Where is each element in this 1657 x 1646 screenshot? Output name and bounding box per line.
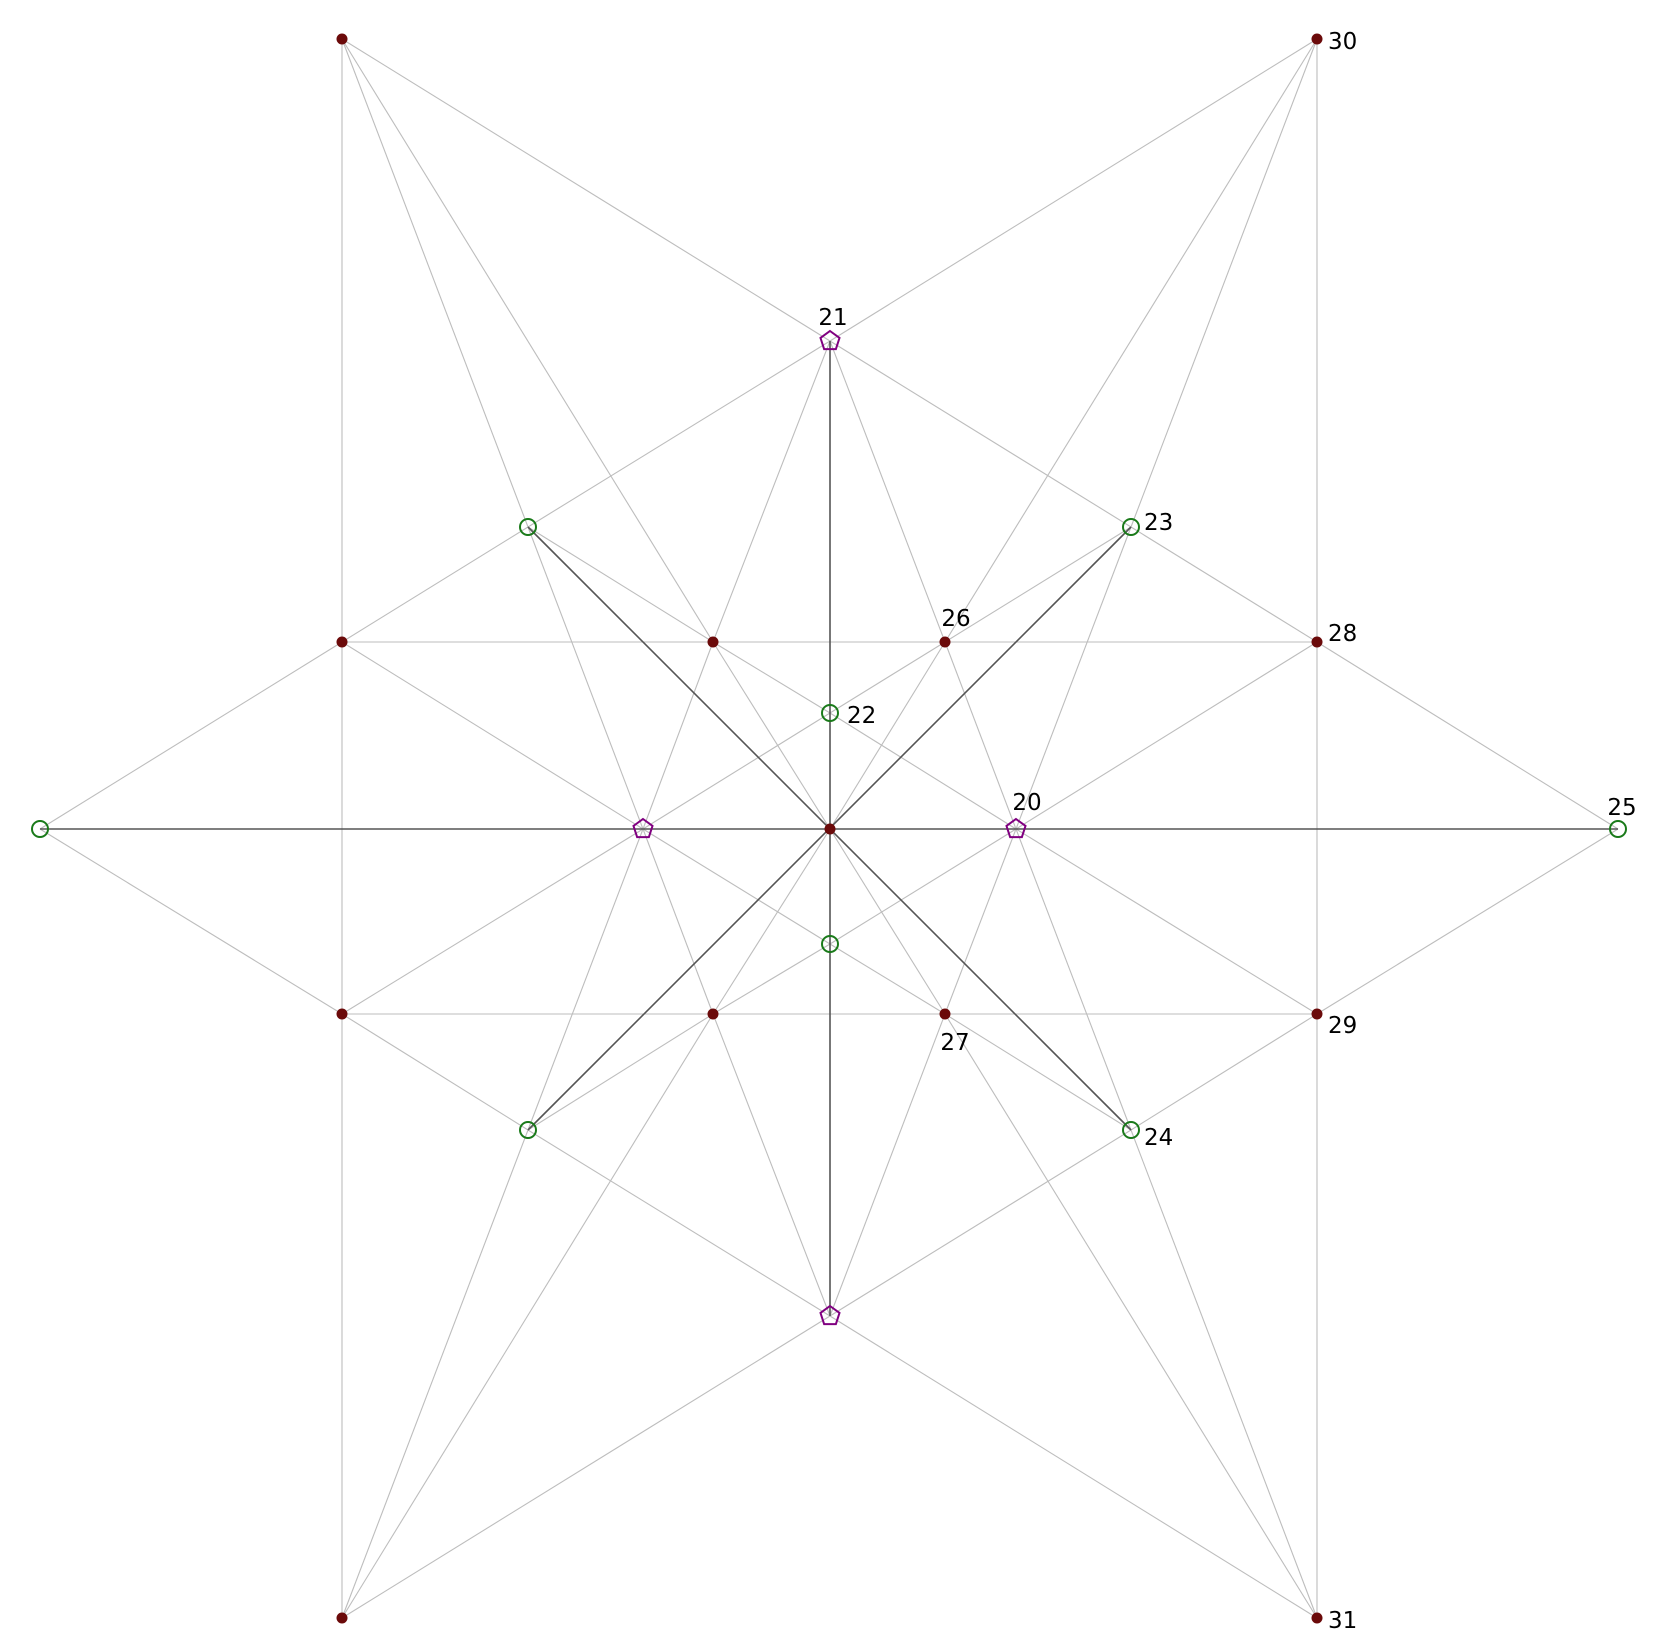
light-edge-p21-g23 [829,340,1132,528]
node-filled-dot-r30 [1311,33,1323,45]
light-edge-p21-r30 [829,38,1318,342]
node-filled-dot-rBL [336,1612,348,1624]
node-hollow-circle-gL [31,820,49,838]
light-edge-r26-p21 [829,340,946,643]
light-edge-gL-rMLb [39,828,343,1015]
light-edge-c-r27 [829,828,946,1015]
light-edge-gL-rML [39,641,343,830]
node-hollow-circle-gTL [519,518,537,536]
light-edge-g23-r28 [1130,526,1318,643]
light-edge-gBL-rILb [527,1013,714,1131]
light-edge-g22-rIL [712,641,831,714]
node-filled-dot-rIL [707,636,719,648]
light-edge-pB-r31 [829,1315,1318,1619]
light-edge-c-r26 [829,641,946,830]
light-edge-g23-r30 [1130,38,1318,528]
light-edge-r27-p20 [944,828,1017,1015]
light-edge-p21-gTL [527,340,831,528]
light-edge-pB-rBL [341,1315,831,1619]
node-hollow-circle-g24 [1122,1121,1140,1139]
light-edge-c-rIL [712,641,831,830]
node-filled-dot-rILb [707,1008,719,1020]
light-edge-g23-p20 [1015,526,1132,830]
node-filled-dot-r27 [939,1008,951,1020]
light-edge-gD-pL [642,828,831,945]
light-edge-r26-r30 [944,38,1318,643]
light-edge-g23-r26 [944,526,1132,643]
node-hollow-pentagon-pL [632,817,654,839]
light-edge-pL-rMLb [341,828,644,1015]
light-edge-gTL-rIL [527,526,714,643]
node-hollow-circle-gD [821,935,839,953]
node-filled-dot-r26 [939,636,951,648]
light-edge-gTL-pL [527,526,644,830]
light-edge-layer [39,38,1619,1619]
node-filled-dot-r31 [1311,1612,1323,1624]
light-edge-rIL-p21 [712,340,831,643]
node-filled-dot-rTL [336,33,348,45]
light-edge-g25-r29 [1316,828,1619,1015]
light-edge-g22-pL [642,712,831,830]
node-label-28: 28 [1328,621,1357,647]
node-filled-dot-r28 [1311,636,1323,648]
light-edge-gTL-rTL [341,38,529,528]
light-edge-rILb-pB [712,1013,831,1317]
light-edge-p20-r28 [1015,641,1318,830]
light-edge-gBL-rBL [341,1129,529,1619]
node-hollow-circle-g23 [1122,518,1140,536]
light-edge-pB-g24 [829,1129,1132,1317]
light-edge-gTL-rML [341,526,529,643]
node-hollow-pentagon-pB [819,1304,841,1326]
light-edge-p21-rTL [341,38,831,342]
node-hollow-pentagon-p21 [819,329,841,351]
light-edge-g24-r27 [944,1013,1132,1131]
node-label-26: 26 [941,606,970,632]
light-edge-rIL-pL [642,641,714,830]
light-edge-g25-r28 [1316,641,1619,830]
light-edge-p20-r29 [1015,828,1318,1015]
light-edge-g22-r26 [829,641,946,714]
node-filled-dot-rML [336,636,348,648]
node-label-23: 23 [1144,510,1173,536]
light-edge-rILb-rBL [341,1013,714,1619]
node-label-20: 20 [1012,790,1041,816]
label-layer: 20 21 22 23 24 25 26 27 28 29 30 31 [818,29,1636,1634]
light-edge-rIL-rTL [341,38,714,643]
light-edge-g24-r29 [1130,1013,1318,1131]
light-edge-g24-r31 [1130,1129,1318,1619]
node-label-27: 27 [940,1030,969,1056]
light-edge-pL-rML [341,641,644,830]
light-edge-gD-r27 [829,943,946,1015]
node-label-31: 31 [1328,1608,1357,1634]
light-edge-r27-pB [829,1013,946,1317]
light-edge-r26-p20 [944,641,1017,830]
node-label-30: 30 [1328,29,1357,55]
node-label-21: 21 [818,305,847,331]
light-edge-gD-rILb [712,943,831,1015]
node-label-22: 22 [847,703,876,729]
node-label-24: 24 [1144,1125,1173,1151]
light-edge-gD-p20 [829,828,1017,945]
light-edge-g22-p20 [829,712,1017,830]
light-edge-rILb-pL [642,828,714,1015]
light-edge-gBL-pL [527,828,644,1131]
node-hollow-circle-g22 [821,704,839,722]
node-filled-dot-c [824,823,836,835]
node-layer [31,33,1627,1624]
node-hollow-circle-g25 [1609,820,1627,838]
node-hollow-circle-gBL [519,1121,537,1139]
light-edge-gBL-rMLb [341,1013,529,1131]
node-label-29: 29 [1328,1013,1357,1039]
light-edge-c-rILb [712,828,831,1015]
node-filled-dot-rMLb [336,1008,348,1020]
light-edge-r27-r31 [944,1013,1318,1619]
node-filled-dot-r29 [1311,1008,1323,1020]
light-edge-g24-p20 [1015,828,1132,1131]
light-edge-pB-gBL [527,1129,831,1317]
node-hollow-pentagon-p20 [1005,817,1027,839]
node-label-25: 25 [1607,795,1636,821]
